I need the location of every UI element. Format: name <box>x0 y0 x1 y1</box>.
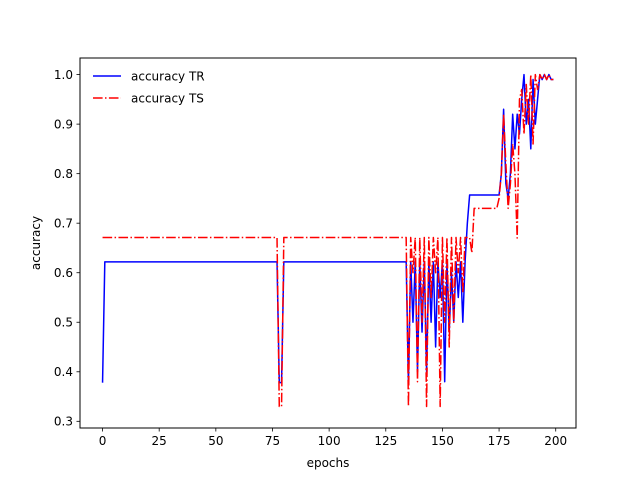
legend-label-tr: accuracy TR <box>131 70 205 84</box>
x-tick-label: 150 <box>431 434 454 448</box>
y-tick-label: 0.7 <box>54 216 73 230</box>
y-tick-label: 0.6 <box>54 266 73 280</box>
x-tick-label: 125 <box>374 434 397 448</box>
x-tick-label: 100 <box>318 434 341 448</box>
legend: accuracy TR accuracy TS <box>93 70 205 106</box>
x-tick-label: 200 <box>544 434 567 448</box>
x-axis-ticks: 0 25 50 75 100 125 150 175 200 <box>99 428 567 448</box>
y-axis-label: accuracy <box>29 216 43 270</box>
x-tick-label: 75 <box>265 434 280 448</box>
y-axis-ticks: 0.3 0.4 0.5 0.6 0.7 0.8 0.9 1.0 <box>54 68 80 429</box>
y-tick-label: 0.3 <box>54 415 73 429</box>
x-tick-label: 0 <box>99 434 107 448</box>
legend-label-ts: accuracy TS <box>131 92 204 106</box>
y-tick-label: 0.5 <box>54 315 73 329</box>
y-tick-label: 0.9 <box>54 117 73 131</box>
plot-frame <box>79 57 577 429</box>
x-tick-label: 175 <box>488 434 511 448</box>
x-axis-label: epochs <box>307 456 350 470</box>
x-tick-label: 25 <box>152 434 167 448</box>
x-tick-label: 50 <box>208 434 223 448</box>
series-line-1 <box>102 73 554 408</box>
y-tick-label: 0.8 <box>54 167 73 181</box>
y-tick-label: 1.0 <box>54 68 73 82</box>
y-tick-label: 0.4 <box>54 365 73 379</box>
series-layer <box>101 73 554 408</box>
